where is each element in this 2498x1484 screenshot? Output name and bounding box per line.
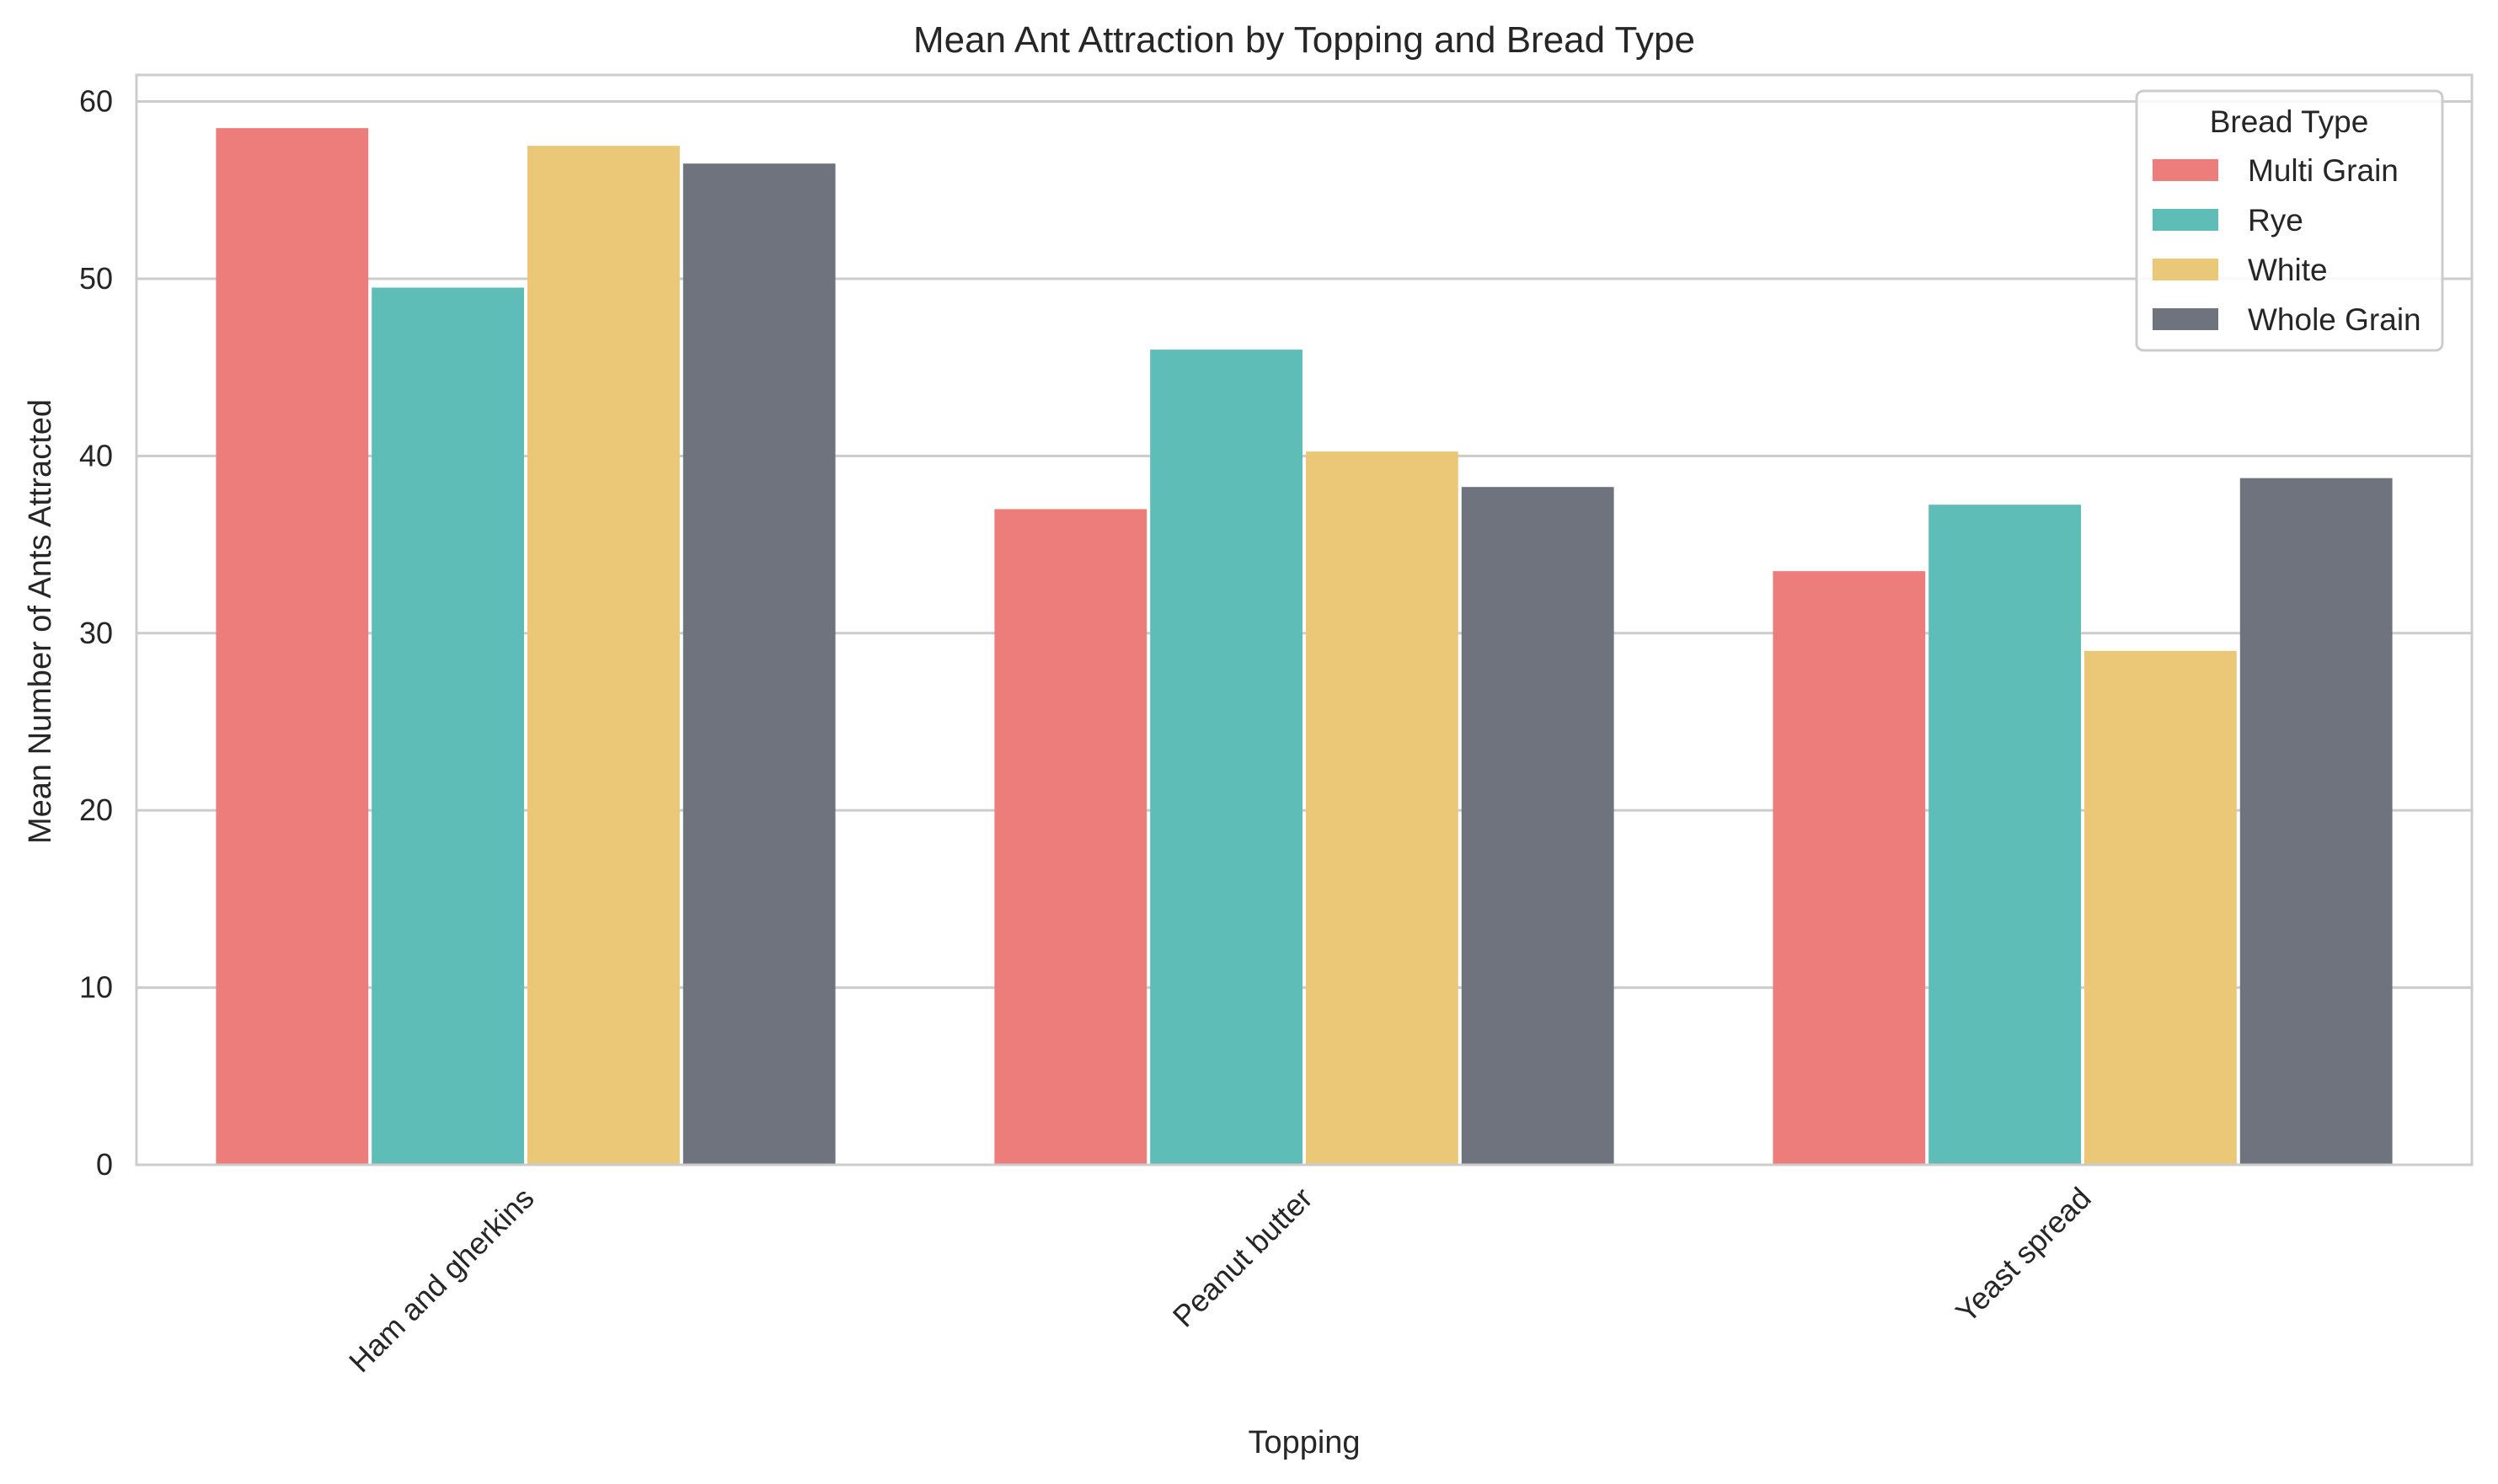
bars [216,128,2393,1165]
plot-frame [135,73,2474,1166]
y-tick-label: 60 [79,84,113,119]
x-axis-title: Topping [1248,1425,1360,1460]
legend-swatch [2153,259,2218,280]
bar [216,128,369,1165]
bar [1461,487,1614,1165]
legend-label: Rye [2248,203,2303,238]
y-tick-label: 40 [79,438,113,472]
y-tick-label: 30 [79,616,113,650]
bar [2084,650,2237,1165]
bar [2239,478,2393,1165]
bar [527,146,680,1165]
bar [1306,451,1458,1165]
bar [1928,504,2081,1165]
legend-swatch [2153,308,2218,330]
y-tick-label: 0 [96,1147,113,1182]
y-tick-label: 10 [79,970,113,1005]
chart-title: Mean Ant Attraction by Topping and Bread… [913,19,1695,61]
y-tick-labels: 0 10 20 30 40 50 60 [79,84,113,1182]
y-tick-label: 20 [79,793,113,827]
y-axis-title: Mean Number of Ants Attracted [23,399,58,844]
legend-title: Bread Type [2210,104,2369,139]
bar [372,287,524,1165]
bar [682,163,836,1165]
legend-swatch [2153,159,2218,181]
legend-label: Whole Grain [2248,302,2421,337]
bar [994,509,1147,1165]
legend-items: Multi Grain Rye White Whole Grain [2153,153,2421,337]
legend-label: White [2248,253,2328,287]
bar [1150,350,1302,1165]
bar [1773,571,1926,1165]
legend: Bread Type Multi Grain Rye White Whole Grai… [2135,89,2444,352]
y-tick-label: 50 [79,261,113,296]
legend-swatch [2153,209,2218,231]
legend-box [2135,89,2444,352]
legend-label: Multi Grain [2248,153,2399,188]
